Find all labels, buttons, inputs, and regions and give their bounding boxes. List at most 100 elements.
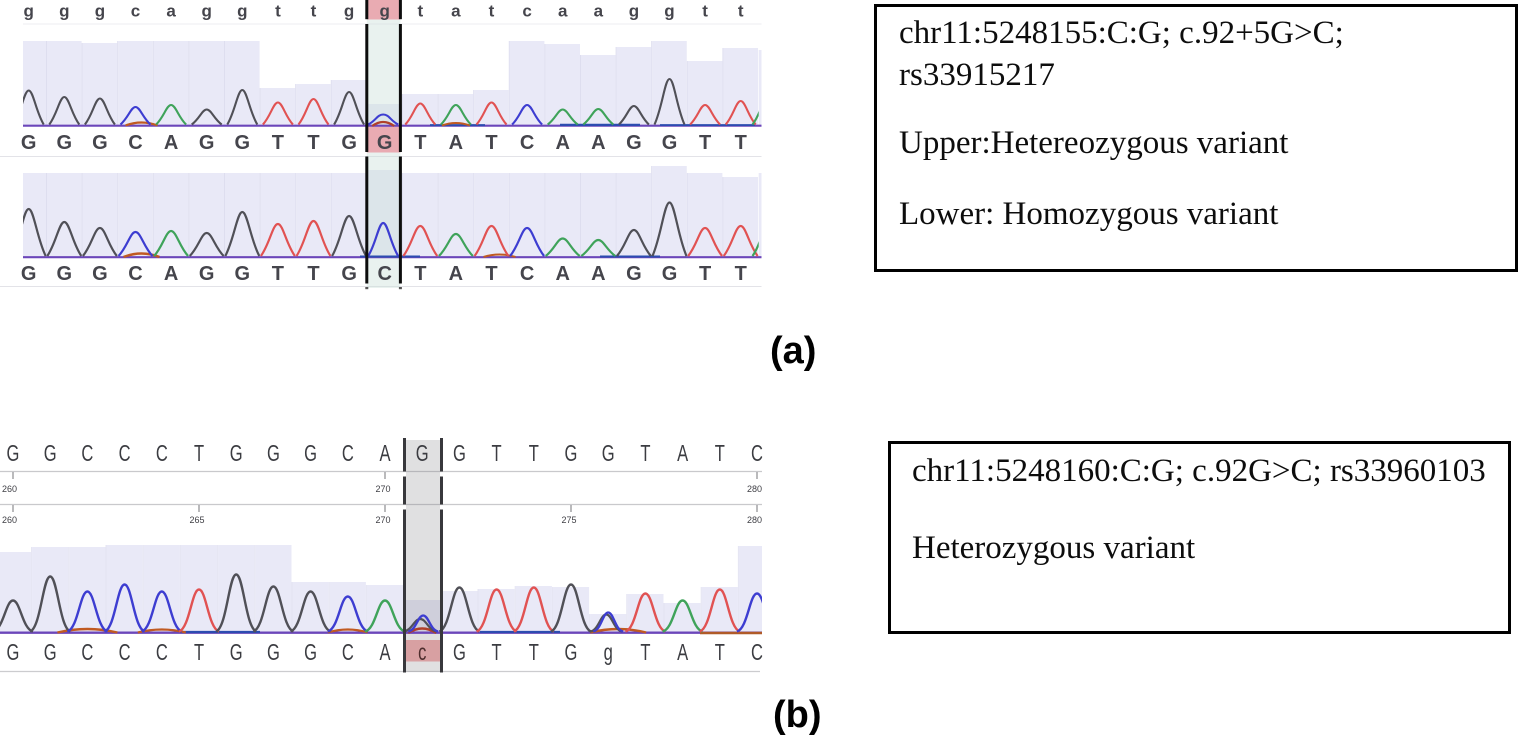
svg-text:c: c [522,2,531,21]
svg-text:A: A [555,132,569,154]
svg-text:C: C [128,263,142,285]
svg-text:G: G [7,640,20,665]
svg-text:265: 265 [189,515,204,525]
svg-text:t: t [738,2,744,21]
svg-text:A: A [379,441,391,466]
svg-text:G: G [57,263,73,285]
svg-text:C: C [156,640,168,665]
svg-text:t: t [702,2,708,21]
svg-text:T: T [272,132,284,154]
svg-text:T: T [492,441,502,466]
svg-text:280: 280 [747,484,762,494]
svg-text:G: G [626,132,642,154]
svg-text:260: 260 [2,515,17,525]
svg-text:T: T [194,640,204,665]
svg-text:A: A [677,640,689,665]
svg-text:270: 270 [375,515,390,525]
svg-text:G: G [377,132,393,154]
svg-text:C: C [156,441,168,466]
svg-text:T: T [529,640,539,665]
svg-text:T: T [414,132,426,154]
svg-text:G: G [662,263,678,285]
svg-text:G: G [230,640,243,665]
svg-text:G: G [626,263,642,285]
svg-text:C: C [377,263,391,285]
svg-text:A: A [677,441,689,466]
svg-text:g: g [95,2,105,21]
svg-text:G: G [341,263,357,285]
svg-text:G: G [304,441,317,466]
svg-text:g: g [24,2,34,21]
svg-text:C: C [751,441,763,466]
svg-text:G: G [416,441,429,466]
svg-text:T: T [715,441,725,466]
svg-text:A: A [555,263,569,285]
svg-text:a: a [594,2,604,21]
svg-text:T: T [307,132,319,154]
svg-text:C: C [342,441,354,466]
svg-text:g: g [344,2,354,21]
svg-text:A: A [591,132,605,154]
svg-text:g: g [664,2,674,21]
svg-text:G: G [662,132,678,154]
svg-text:T: T [699,132,711,154]
svg-text:G: G [267,441,280,466]
svg-text:G: G [565,441,578,466]
svg-text:a: a [451,2,461,21]
svg-text:T: T [485,263,497,285]
svg-text:275: 275 [561,515,576,525]
svg-text:T: T [699,263,711,285]
svg-text:A: A [164,263,178,285]
svg-text:g: g [202,2,212,21]
svg-text:C: C [128,132,142,154]
svg-text:A: A [591,263,605,285]
svg-text:G: G [235,263,251,285]
svg-text:G: G [44,441,57,466]
svg-text:T: T [485,132,497,154]
svg-text:c: c [131,2,140,21]
svg-text:C: C [751,640,763,665]
svg-text:G: G [453,640,466,665]
svg-text:g: g [604,640,613,665]
svg-text:T: T [715,640,725,665]
svg-text:270: 270 [375,484,390,494]
svg-text:C: C [342,640,354,665]
svg-text:t: t [417,2,423,21]
svg-text:A: A [449,132,463,154]
svg-text:a: a [166,2,176,21]
svg-text:C: C [119,441,131,466]
svg-text:T: T [640,441,650,466]
svg-text:g: g [380,2,390,21]
svg-text:G: G [199,132,215,154]
svg-text:T: T [414,263,426,285]
svg-text:T: T [272,263,284,285]
svg-text:G: G [57,132,73,154]
svg-text:T: T [735,132,747,154]
svg-text:g: g [629,2,639,21]
svg-text:T: T [640,640,650,665]
svg-text:G: G [304,640,317,665]
svg-text:T: T [492,640,502,665]
svg-text:G: G [453,441,466,466]
svg-text:t: t [489,2,495,21]
svg-text:C: C [81,441,93,466]
svg-text:G: G [267,640,280,665]
svg-text:a: a [558,2,568,21]
svg-text:t: t [275,2,281,21]
svg-text:G: G [235,132,251,154]
svg-text:G: G [21,132,37,154]
svg-text:G: G [7,441,20,466]
svg-text:A: A [449,263,463,285]
svg-text:T: T [307,263,319,285]
svg-text:C: C [119,640,131,665]
svg-text:260: 260 [2,484,17,494]
svg-text:G: G [92,132,108,154]
svg-text:G: G [21,263,37,285]
svg-text:G: G [230,441,243,466]
svg-text:A: A [164,132,178,154]
svg-text:T: T [194,441,204,466]
svg-text:c: c [418,640,426,665]
svg-text:T: T [529,441,539,466]
svg-text:A: A [379,640,391,665]
svg-text:G: G [602,441,615,466]
